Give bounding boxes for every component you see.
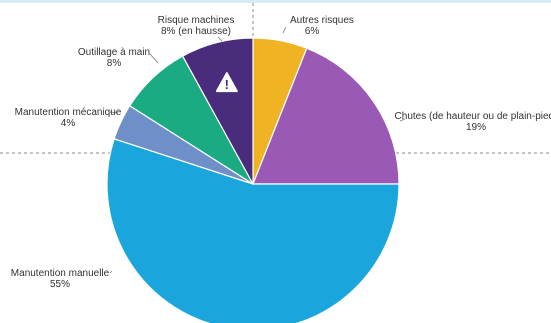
slice-name-label: Outillage à main [78, 47, 150, 58]
slice-value-label: 8% [107, 58, 122, 69]
slice-value-label: 55% [50, 279, 70, 290]
leader-line [282, 26, 287, 34]
leader-line [399, 118, 406, 122]
slice-value-label: 4% [61, 118, 76, 129]
slice-name-label: Autres risques [290, 15, 354, 26]
leader-line [109, 270, 113, 274]
slice-name-label: Manutention mécanique [15, 107, 122, 118]
pie-slice[interactable] [106, 138, 400, 323]
leader-line [217, 36, 223, 42]
slice-value-label: 19% [466, 122, 486, 133]
pie-slice[interactable] [181, 37, 254, 185]
slice-name-label: Chutes (de hauteur ou de plain-pied) [395, 111, 551, 122]
leader-line [149, 53, 159, 64]
svg-text:!: ! [225, 77, 229, 92]
leader-line [109, 111, 119, 114]
slice-name-label: Manutention manuelle [11, 268, 110, 279]
slice-name-label: Risque machines [158, 15, 235, 26]
warning-icon: ! [215, 72, 238, 92]
pie-slice[interactable] [252, 47, 400, 185]
slice-value-label: 8% (en hausse) [161, 26, 231, 37]
slice-value-label: 6% [305, 26, 320, 37]
